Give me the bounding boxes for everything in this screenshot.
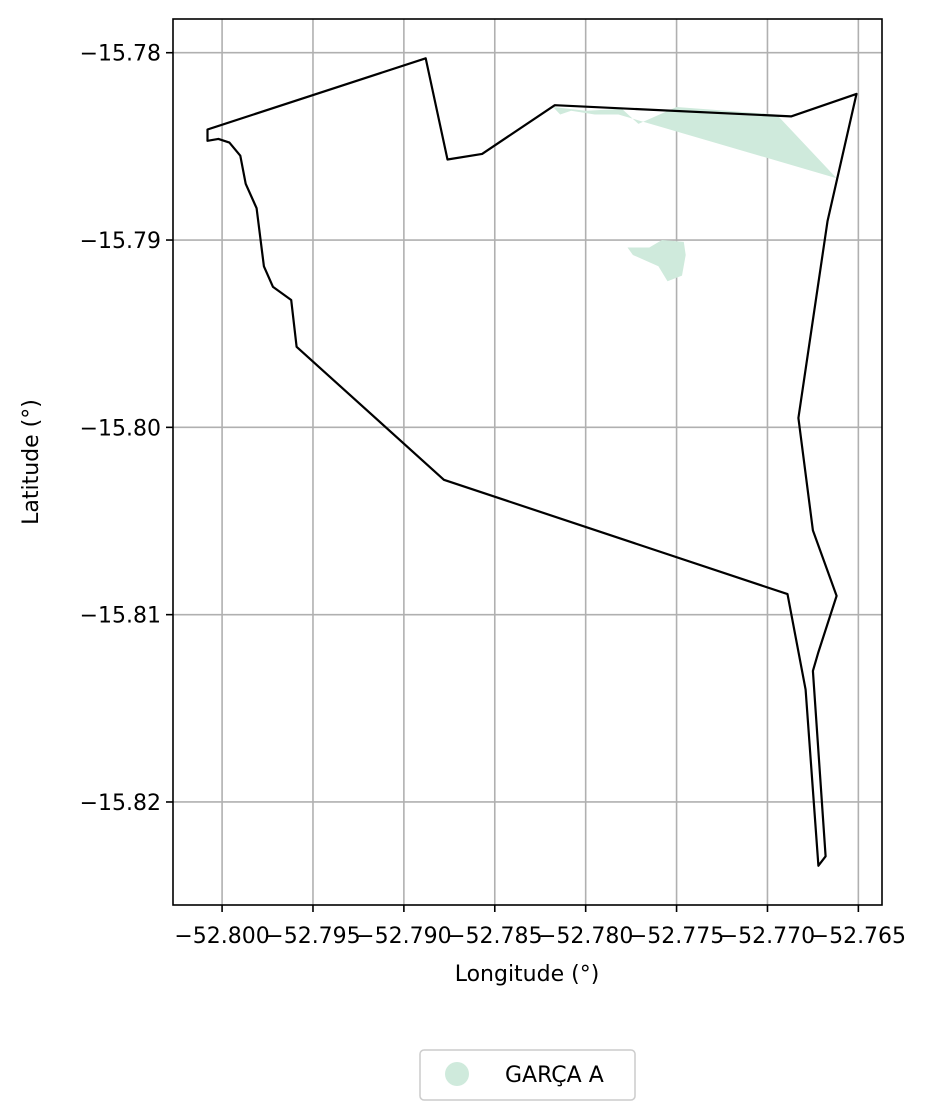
x-tick-label: −52.765 (811, 924, 906, 949)
y-tick-label: −15.78 (80, 42, 161, 67)
legend-label: GARÇA A (505, 1063, 604, 1088)
x-tick-label: −52.790 (356, 924, 451, 949)
y-tick-label: −15.79 (80, 229, 161, 254)
x-tick-label: −52.780 (538, 924, 633, 949)
x-tick-label: −52.775 (629, 924, 724, 949)
y-axis-label: Latitude (°) (19, 399, 44, 525)
garca-a-polygon (553, 107, 837, 179)
y-axis-ticks: −15.78 −15.79 −15.80 −15.81 −15.82 (80, 42, 173, 816)
polygon-layer (553, 107, 837, 282)
x-tick-label: −52.800 (174, 924, 269, 949)
axes-frame (172, 18, 883, 906)
y-tick-label: −15.80 (80, 416, 161, 441)
x-tick-label: −52.770 (720, 924, 815, 949)
boundary-outline (206, 57, 858, 867)
legend-marker (445, 1062, 469, 1086)
legend-box (419, 1049, 636, 1101)
legend: GARÇA A (419, 1049, 636, 1101)
x-tick-label: −52.795 (265, 924, 360, 949)
x-axis-label: Longitude (°) (455, 962, 600, 987)
x-axis-ticks: −52.800−52.795−52.790−52.785−52.780−52.7… (174, 905, 906, 949)
grid-lines (173, 19, 882, 905)
garca-a-polygon (627, 240, 686, 282)
y-tick-label: −15.82 (80, 791, 161, 816)
y-tick-label: −15.81 (80, 604, 161, 629)
boundary-layer (206, 57, 858, 867)
x-tick-label: −52.785 (447, 924, 542, 949)
